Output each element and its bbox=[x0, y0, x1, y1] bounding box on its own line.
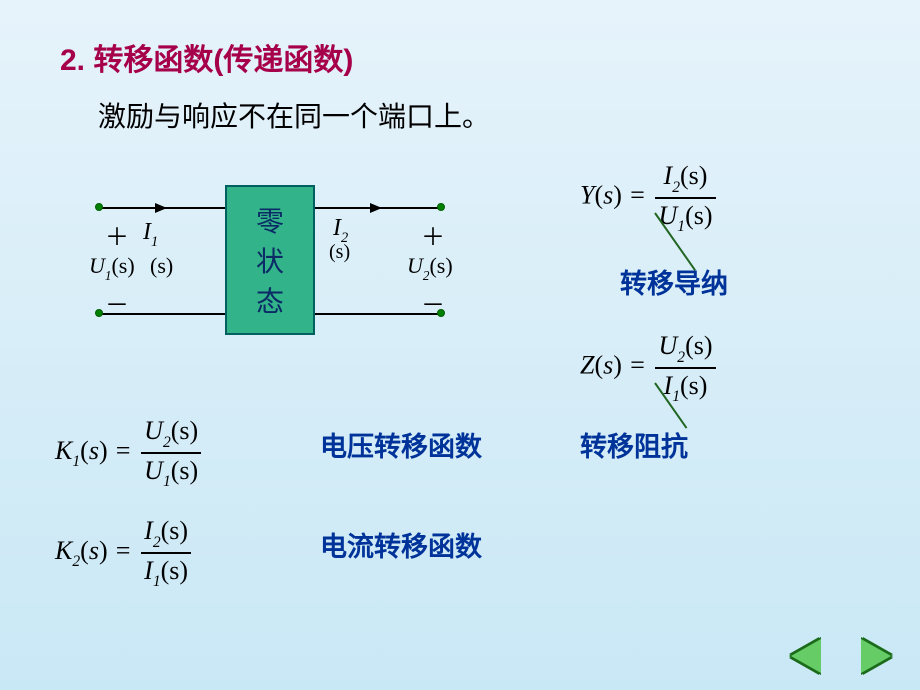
fraction: I2(s) I1(s) bbox=[141, 515, 191, 590]
arg2: (s) bbox=[680, 371, 707, 400]
port-node bbox=[95, 309, 103, 317]
label-voltage-transfer: 电压转移函数 bbox=[320, 425, 482, 464]
sym: U bbox=[89, 253, 105, 278]
label-transfer-admittance: 转移导纳 bbox=[620, 262, 728, 301]
lhs: K2(s) = bbox=[55, 536, 138, 565]
box-line-2: 状 bbox=[256, 240, 284, 280]
label-transfer-impedance: 转移阻抗 bbox=[580, 425, 688, 464]
section-heading: 2. 转移函数(传递函数) bbox=[60, 35, 353, 79]
fraction: U2(s) U1(s) bbox=[141, 415, 201, 490]
sub: 2 bbox=[423, 268, 430, 283]
heading-text: 转移函数(传递函数) bbox=[93, 44, 353, 77]
right-extra-arg: (s) bbox=[329, 241, 350, 264]
den-sym: I bbox=[144, 556, 153, 585]
arg: (s) bbox=[161, 516, 188, 545]
num-sym: U bbox=[144, 416, 163, 445]
nav-controls bbox=[784, 636, 898, 676]
sub: 1 bbox=[105, 268, 112, 283]
intro-text: 激励与响应不在同一个端口上。 bbox=[98, 95, 490, 135]
num-sub: 2 bbox=[153, 534, 161, 551]
num-sub: 2 bbox=[677, 349, 685, 366]
sub: 2 bbox=[72, 553, 80, 570]
arg2: (s) bbox=[161, 556, 188, 585]
formula-k1: K1(s) = U2(s) U1(s) bbox=[55, 415, 204, 490]
heading-number: 2. bbox=[60, 44, 85, 77]
u1-label: U1(s) bbox=[89, 253, 135, 282]
plus-sign: ＋ bbox=[105, 217, 129, 252]
minus-sign: － bbox=[105, 285, 129, 320]
zero-state-box: 零 状 态 bbox=[225, 185, 315, 335]
triangle-right-icon bbox=[861, 639, 891, 673]
den-sub: 1 bbox=[153, 573, 161, 590]
den-sym: U bbox=[144, 456, 163, 485]
sym: U bbox=[407, 253, 423, 278]
den-sub: 1 bbox=[163, 473, 171, 490]
sub: 1 bbox=[151, 234, 158, 250]
sym: K bbox=[55, 536, 72, 565]
minus-sign: － bbox=[421, 285, 445, 320]
formula-z: Z(s) = U2(s) I1(s) bbox=[580, 330, 719, 405]
i1-label: I1 bbox=[143, 219, 158, 250]
arg: (s) bbox=[171, 416, 198, 445]
arg: (s) bbox=[111, 253, 134, 278]
prev-button[interactable] bbox=[784, 636, 828, 676]
num-sub: 2 bbox=[163, 434, 171, 451]
left-extra-arg: (s) bbox=[150, 253, 173, 279]
den-sub: 1 bbox=[677, 218, 685, 235]
arrow-icon bbox=[370, 203, 382, 213]
plus-sign: ＋ bbox=[421, 217, 445, 252]
sym: I bbox=[333, 215, 341, 241]
lhs: Y(s) = bbox=[580, 181, 652, 210]
arg: (s) bbox=[680, 161, 707, 190]
num-sym: I bbox=[144, 516, 153, 545]
den-sub: 1 bbox=[672, 388, 680, 405]
port-node bbox=[95, 203, 103, 211]
num-sym: U bbox=[658, 331, 677, 360]
box-line-3: 态 bbox=[256, 280, 284, 320]
formula-y: Y(s) = I2(s) U1(s) bbox=[580, 160, 719, 235]
two-port-diagram: 零 状 态 ＋ － I1 U1(s) (s) ＋ － I2 (s) U2(s) bbox=[95, 185, 445, 335]
lhs: K1(s) = bbox=[55, 436, 138, 465]
arrow-icon bbox=[155, 203, 167, 213]
arg: (s) bbox=[429, 253, 452, 278]
box-line-1: 零 bbox=[256, 200, 284, 240]
u2-label: U2(s) bbox=[407, 253, 453, 282]
label-current-transfer: 电流转移函数 bbox=[320, 525, 482, 564]
arg2: (s) bbox=[171, 456, 198, 485]
num-sub: 2 bbox=[672, 179, 680, 196]
next-button[interactable] bbox=[854, 636, 898, 676]
triangle-left-icon bbox=[791, 639, 821, 673]
den-sym: U bbox=[658, 201, 677, 230]
formula-k2: K2(s) = I2(s) I1(s) bbox=[55, 515, 194, 590]
port-node bbox=[437, 203, 445, 211]
sym: K bbox=[55, 436, 72, 465]
sub: 1 bbox=[72, 453, 80, 470]
lhs: Z(s) = bbox=[580, 351, 652, 380]
arg: (s) bbox=[685, 331, 712, 360]
num-sym: I bbox=[664, 161, 673, 190]
sym: I bbox=[143, 219, 151, 245]
arg2: (s) bbox=[685, 201, 712, 230]
